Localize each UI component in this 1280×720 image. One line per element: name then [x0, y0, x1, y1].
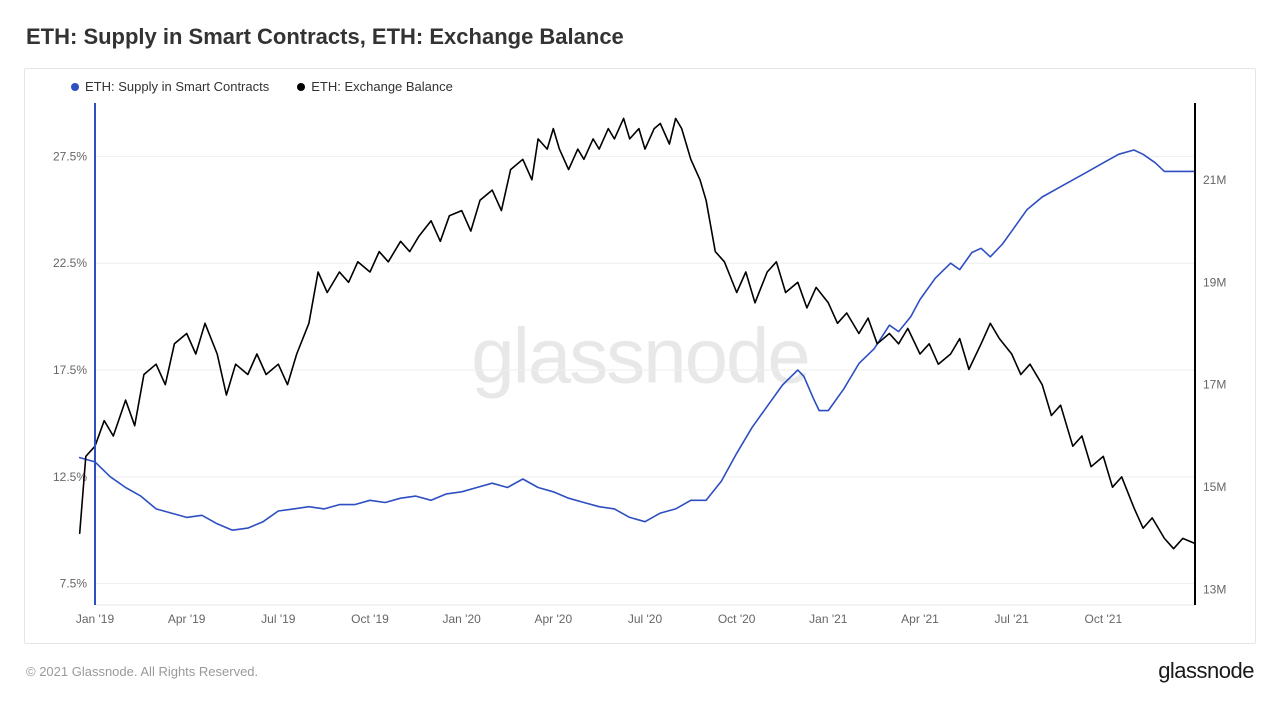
- svg-text:Apr '19: Apr '19: [168, 612, 206, 626]
- svg-text:15M: 15M: [1203, 480, 1226, 494]
- copyright-text: © 2021 Glassnode. All Rights Reserved.: [26, 664, 258, 679]
- brand-logo: glassnode: [1158, 658, 1254, 684]
- svg-text:Jul '19: Jul '19: [261, 612, 296, 626]
- chart-title: ETH: Supply in Smart Contracts, ETH: Exc…: [26, 24, 1256, 50]
- svg-text:22.5%: 22.5%: [53, 256, 87, 270]
- svg-text:27.5%: 27.5%: [53, 149, 87, 163]
- chart-container: glassnode ETH: Supply in Smart Contracts…: [24, 68, 1256, 644]
- svg-text:Apr '20: Apr '20: [535, 612, 573, 626]
- svg-text:Oct '19: Oct '19: [351, 612, 389, 626]
- svg-text:Jul '21: Jul '21: [995, 612, 1030, 626]
- svg-text:Jan '19: Jan '19: [76, 612, 115, 626]
- svg-text:Jan '21: Jan '21: [809, 612, 848, 626]
- svg-text:17.5%: 17.5%: [53, 363, 87, 377]
- svg-text:Jul '20: Jul '20: [628, 612, 663, 626]
- svg-text:Oct '20: Oct '20: [718, 612, 756, 626]
- svg-text:13M: 13M: [1203, 583, 1226, 597]
- chart-plot: 7.5% 12.5% 17.5% 22.5% 27.5% 13M 15M 17M 19M 21M J…: [25, 69, 1255, 643]
- svg-text:Apr '21: Apr '21: [901, 612, 939, 626]
- svg-text:Jan '20: Jan '20: [443, 612, 482, 626]
- svg-text:12.5%: 12.5%: [53, 470, 87, 484]
- svg-text:Oct '21: Oct '21: [1085, 612, 1123, 626]
- svg-text:7.5%: 7.5%: [60, 577, 88, 591]
- svg-text:21M: 21M: [1203, 173, 1226, 187]
- svg-text:17M: 17M: [1203, 378, 1226, 392]
- svg-text:19M: 19M: [1203, 275, 1226, 289]
